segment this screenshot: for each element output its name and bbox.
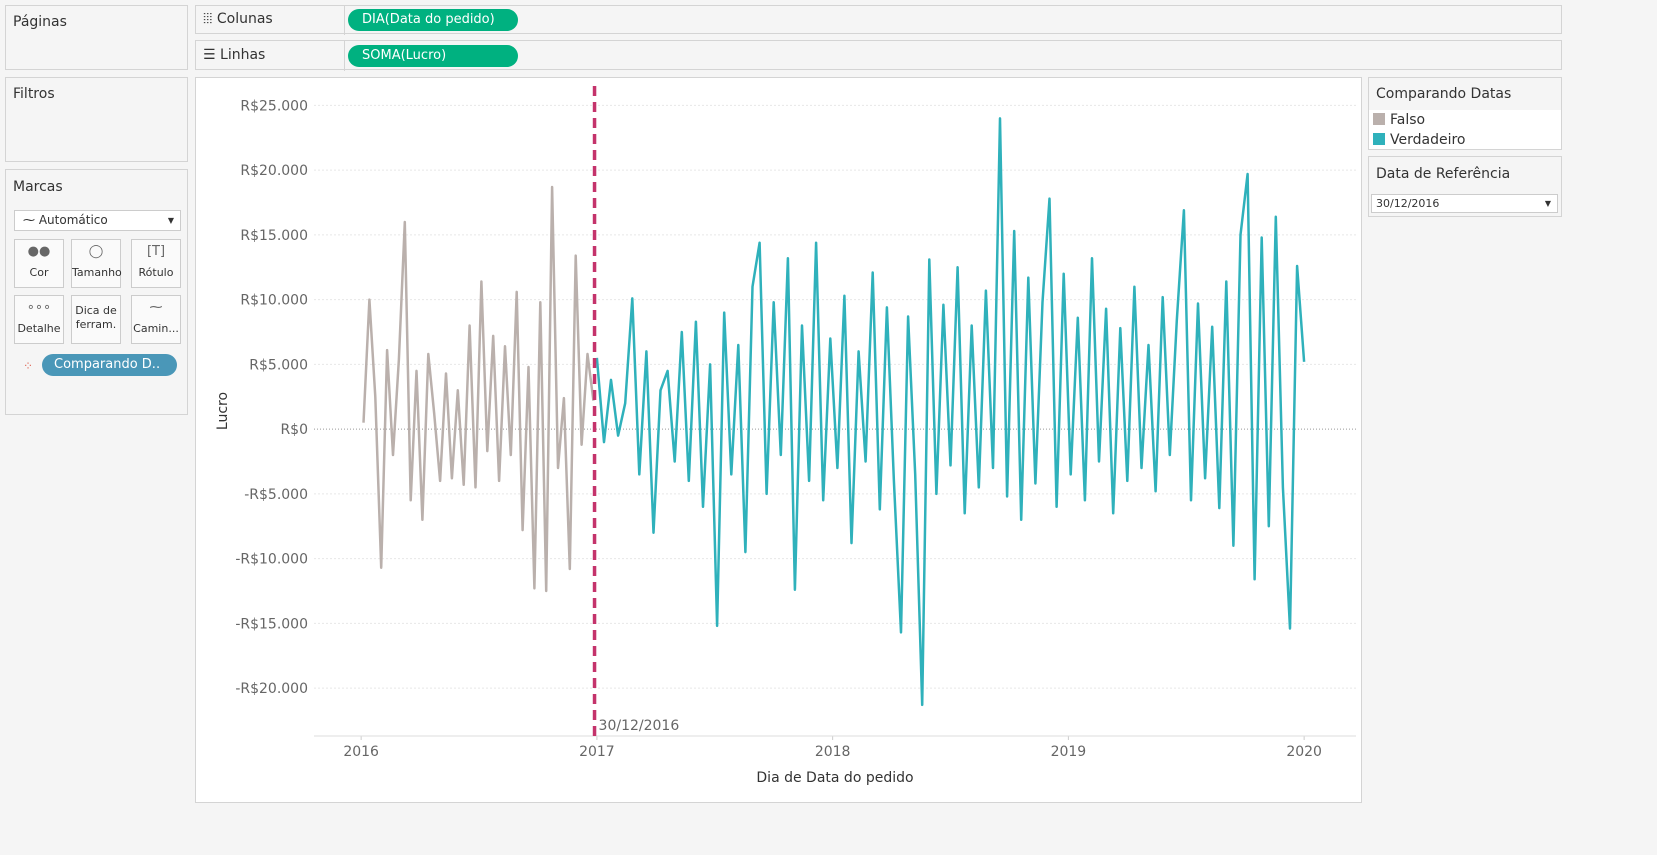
rows-label-text: Linhas bbox=[220, 47, 266, 63]
y-tick-label: R$5.000 bbox=[249, 357, 308, 373]
legend-label: Falso bbox=[1390, 112, 1426, 128]
y-tick-label: R$25.000 bbox=[240, 98, 308, 114]
parameter-title: Data de Referência bbox=[1376, 166, 1511, 182]
columns-shelf: ⦙⦙⦙ Colunas DIA(Data do pedido) bbox=[195, 5, 1562, 35]
x-tick-label: 2019 bbox=[1051, 744, 1087, 760]
columns-label-text: Colunas bbox=[216, 11, 273, 27]
chart-x-title: Dia de Data do pedido bbox=[756, 770, 913, 786]
divider bbox=[344, 6, 345, 35]
divider bbox=[344, 41, 345, 71]
parameter-value: 30/12/2016 bbox=[1376, 197, 1440, 210]
line bbox=[362, 185, 595, 593]
chart-y-title: Lucro bbox=[215, 392, 231, 430]
pages-title: Páginas bbox=[13, 14, 67, 30]
pages-shelf: Páginas bbox=[5, 5, 188, 70]
legend-entries: Falso Verdadeiro bbox=[1369, 110, 1561, 149]
card-label: Tamanho bbox=[72, 266, 122, 279]
card-icon: ⁓ bbox=[149, 300, 163, 315]
y-tick-label: -R$10.000 bbox=[235, 552, 308, 568]
mark-card[interactable]: [T] Rótulo bbox=[131, 239, 181, 288]
legend: Comparando Datas Falso Verdadeiro bbox=[1368, 77, 1562, 150]
y-tick-label: R$20.000 bbox=[240, 163, 308, 179]
rows-shelf: ☰ Linhas SOMA(Lucro) bbox=[195, 40, 1562, 71]
legend-label: Verdadeiro bbox=[1390, 132, 1466, 148]
rows-pill[interactable]: SOMA(Lucro) bbox=[348, 45, 518, 67]
x-tick-label: 2017 bbox=[579, 744, 615, 760]
legend-swatch bbox=[1373, 133, 1385, 145]
columns-pill[interactable]: DIA(Data do pedido) bbox=[348, 9, 518, 31]
x-tick-label: 2016 bbox=[343, 744, 379, 760]
rows-label: ☰ Linhas bbox=[203, 47, 266, 63]
color-pill[interactable]: Comparando D.. bbox=[42, 354, 177, 376]
mark-card[interactable]: ⁓ Camin... bbox=[131, 295, 181, 344]
legend-entry[interactable]: Verdadeiro bbox=[1373, 131, 1465, 149]
card-icon: ∘∘∘ bbox=[26, 300, 52, 315]
mark-type: Automático bbox=[38, 213, 108, 227]
y-tick-label: -R$20.000 bbox=[235, 681, 308, 697]
x-tick-label: 2020 bbox=[1286, 744, 1322, 760]
columns-label: ⦙⦙⦙ Colunas bbox=[203, 11, 273, 27]
y-tick-label: R$0 bbox=[280, 422, 308, 438]
y-tick-label: R$10.000 bbox=[240, 293, 308, 309]
color-icon: ⁘ bbox=[23, 359, 34, 373]
card-label: Detalhe bbox=[17, 322, 61, 335]
card-label: Camin... bbox=[133, 322, 179, 335]
line bbox=[595, 117, 1306, 707]
y-tick-label: -R$5.000 bbox=[244, 487, 308, 503]
legend-entry[interactable]: Falso bbox=[1373, 111, 1425, 129]
y-tick-label: R$15.000 bbox=[240, 228, 308, 244]
card-label: Dica de ferram. bbox=[75, 304, 117, 331]
chart: Dia de Data do pedido Lucro -R$20.000 -R$… bbox=[215, 86, 1356, 786]
parameter-dropdown[interactable]: 30/12/2016 ▼ bbox=[1371, 194, 1558, 213]
reference-label: 30/12/2016 bbox=[599, 718, 680, 734]
mark-card[interactable]: ◯ Tamanho bbox=[71, 239, 122, 288]
card-icon: ●● bbox=[27, 244, 51, 259]
mark-card[interactable]: ●● Cor bbox=[14, 239, 64, 288]
parameter-control: Data de Referência 30/12/2016 ▼ bbox=[1368, 156, 1562, 217]
view: Dia de Data do pedido Lucro -R$20.000 -R$… bbox=[195, 77, 1362, 803]
marks-title: Marcas bbox=[13, 179, 63, 195]
card-label: Cor bbox=[29, 266, 49, 279]
card-label: Rótulo bbox=[138, 266, 174, 279]
filters-shelf: Filtros bbox=[5, 77, 188, 162]
mark-type-dropdown[interactable]: ⁓ Automático ▼ bbox=[14, 210, 181, 231]
card-icon: [T] bbox=[146, 244, 166, 259]
legend-title: Comparando Datas bbox=[1376, 86, 1512, 102]
y-tick-label: -R$15.000 bbox=[235, 616, 308, 632]
x-tick-label: 2018 bbox=[815, 744, 851, 760]
filters-title: Filtros bbox=[13, 86, 55, 102]
legend-swatch bbox=[1373, 113, 1385, 125]
marks-card: Marcas ⁓ Automático ▼ ●● Cor ◯ Tamanho [T] Rót… bbox=[5, 169, 188, 415]
mark-card[interactable]: Dica de ferram. bbox=[71, 295, 121, 344]
card-icon: ◯ bbox=[88, 244, 104, 259]
mark-card[interactable]: ∘∘∘ Detalhe bbox=[14, 295, 64, 344]
